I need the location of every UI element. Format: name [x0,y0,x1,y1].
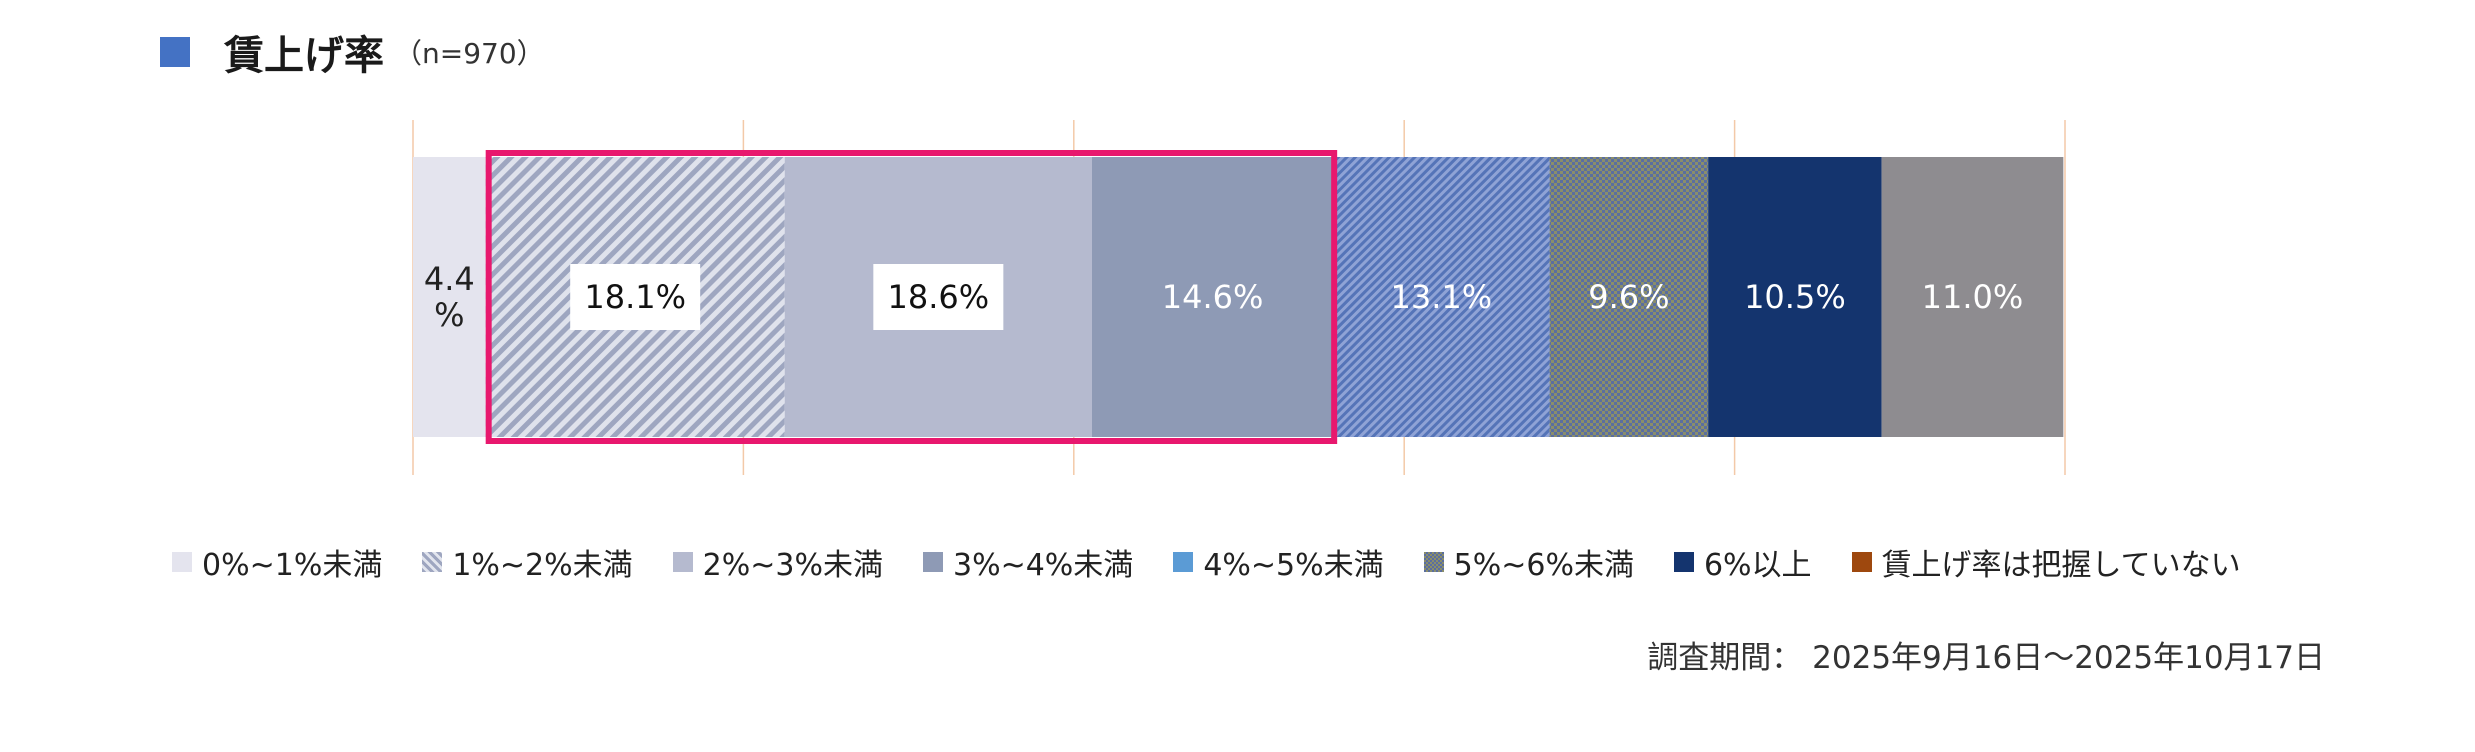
legend-label: 4%~5%未満 [1203,548,1384,583]
highlight-frame [485,150,1338,444]
data-label: 13.1% [1391,278,1493,316]
data-label: 18.1% [584,278,686,316]
legend: 0%~1%未満 1%~2%未満 2%~3%未満 3%~4%未満 4%~5%未満 5%~6%… [172,538,2281,586]
bar-segment [1708,157,1882,437]
legend-item: 6%以上 [1673,540,1812,584]
stacked-bar-chart: 4.4% 18.1% 18.6% 14.6% 13.1% 9.6% 10.5% 11.0% [412,120,2066,475]
data-label: 10.5% [1744,278,1846,316]
legend-item: 2%~3%未満 [672,540,883,584]
legend-swatch-icon [922,552,943,572]
legend-item: 5%~6%未満 [1423,540,1634,584]
data-label: 9.6% [1588,278,1669,316]
legend-item: 0%~1%未満 [172,540,382,584]
legend-label: 1%~2%未満 [452,548,633,583]
legend-item: 賃上げ率は把握していない [1851,540,2241,584]
legend-swatch-icon [422,552,443,572]
legend-item: 1%~2%未満 [422,540,633,584]
bar-segment [413,157,486,437]
bar-segment [1881,157,2064,437]
title-main: 賃上げ率 [224,33,384,79]
data-label: 14.6% [1162,278,1264,316]
data-label: 11.0% [1922,278,2024,316]
legend-swatch-icon [1423,552,1444,572]
data-label-box [570,264,701,330]
data-label: 4.4% [424,260,475,334]
legend-label: 2%~3%未満 [702,548,883,583]
survey-period: 調査期間： 2025年9月16日～2025年10月17日 [1647,640,2325,676]
legend-label: 3%~4%未満 [952,548,1134,583]
bar-segment [1091,157,1334,437]
legend-label: 賃上げ率は把握していない [1881,548,2241,583]
legend-swatch-icon [1673,552,1694,572]
title-marker-icon [160,37,190,67]
legend-item: 3%~4%未満 [922,540,1134,584]
bar-segment [1549,157,1709,437]
legend-swatch-icon [172,552,192,572]
legend-label: 6%以上 [1703,548,1812,583]
title-sample-size: （n=970） [394,37,545,70]
data-label-box [873,264,1004,330]
legend-swatch-icon [672,552,693,572]
data-label: 18.6% [888,278,990,316]
legend-swatch-icon [1173,552,1194,572]
legend-label: 5%~6%未満 [1453,548,1634,583]
bar-segment [1333,157,1550,437]
legend-item: 4%~5%未満 [1173,540,1384,584]
chart-title: 賃上げ率 （n=970） [160,22,545,82]
legend-label: 0%~1%未満 [202,548,383,583]
legend-swatch-icon [1851,552,1872,572]
